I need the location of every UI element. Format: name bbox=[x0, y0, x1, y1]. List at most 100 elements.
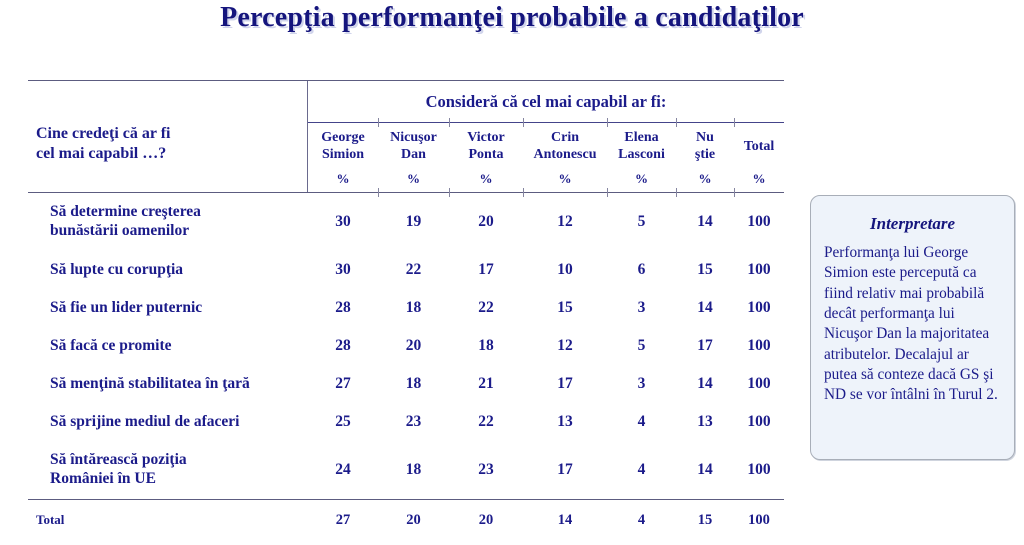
total-cell-value: 27 bbox=[335, 511, 351, 528]
column-header-george-simion: George Simion % bbox=[308, 123, 378, 192]
cell-value: 4 bbox=[637, 461, 646, 478]
cell-value: 17 bbox=[557, 375, 573, 392]
cell-value: 17 bbox=[697, 337, 713, 354]
cell-value: 13 bbox=[697, 413, 713, 430]
cell-value: 3 bbox=[637, 299, 646, 316]
column-name: Elena Lasconi bbox=[618, 130, 665, 162]
cell-value: 20 bbox=[405, 337, 422, 354]
unit-label: % bbox=[752, 171, 766, 186]
total-cell-value: 15 bbox=[697, 511, 713, 528]
cell-value: 12 bbox=[557, 213, 573, 230]
column-header-elena-lasconi: Elena Lasconi % bbox=[606, 118, 676, 197]
cell-value: 18 bbox=[405, 375, 422, 392]
cell-value: 17 bbox=[557, 461, 573, 478]
cell-value: 100 bbox=[747, 299, 771, 316]
cell-value: 18 bbox=[405, 461, 422, 478]
cell-value: 19 bbox=[405, 213, 422, 230]
cell-value: 14 bbox=[697, 461, 713, 478]
unit-label: % bbox=[698, 171, 712, 186]
cell-value: 30 bbox=[335, 261, 351, 278]
column-header-total: Total % bbox=[733, 118, 784, 197]
total-cell-value: 100 bbox=[748, 511, 770, 528]
table-row: Să sprijine mediul de afaceri 25 23 22 1… bbox=[28, 403, 784, 441]
column-name: Nu ştie bbox=[694, 130, 716, 162]
cell-value: 30 bbox=[335, 213, 351, 230]
table-header: Cine credeţi că ar fi cel mai capabil …?… bbox=[28, 80, 784, 197]
column-name: George Simion bbox=[321, 130, 365, 162]
cell-value: 24 bbox=[335, 461, 351, 478]
table-row: Să întărească poziţia României în UE 24 … bbox=[28, 441, 784, 499]
total-cell-value: 4 bbox=[637, 511, 646, 528]
cell-value: 23 bbox=[405, 413, 422, 430]
cell-value: 20 bbox=[478, 213, 494, 230]
cell-value: 25 bbox=[335, 413, 351, 430]
row-question-line1: Cine credeţi că ar fi bbox=[36, 124, 171, 142]
cell-value: 18 bbox=[405, 299, 422, 316]
cell-value: 22 bbox=[478, 413, 494, 430]
cell-value: 6 bbox=[637, 261, 646, 278]
row-label: Să determine creşterea bunăstării oameni… bbox=[50, 203, 201, 239]
cell-value: 28 bbox=[335, 299, 351, 316]
cell-value: 5 bbox=[637, 213, 646, 230]
column-name: Nicuşor Dan bbox=[390, 130, 437, 162]
column-header-nu-stie: Nu ştie % bbox=[675, 118, 734, 197]
cell-value: 12 bbox=[557, 337, 573, 354]
row-label: Să întărească poziţia României în UE bbox=[50, 451, 187, 487]
total-row-label: Total bbox=[36, 512, 65, 528]
column-group-header: Consideră că cel mai capabil ar fi: bbox=[308, 81, 784, 123]
column-header-group: Consideră că cel mai capabil ar fi: Geor… bbox=[308, 81, 784, 197]
column-headers: George Simion % Nicuşor Dan % bbox=[308, 118, 784, 197]
total-cell-value: 20 bbox=[478, 511, 494, 528]
cell-value: 14 bbox=[697, 375, 713, 392]
cell-value: 100 bbox=[747, 261, 771, 278]
cell-value: 15 bbox=[697, 261, 713, 278]
unit-label: % bbox=[336, 171, 350, 186]
interpretation-heading: Interpretare bbox=[870, 214, 955, 233]
column-header-crin-antonescu: Crin Antonescu % bbox=[522, 118, 607, 197]
column-name: Total bbox=[743, 138, 775, 154]
perception-table: Cine credeţi că ar fi cel mai capabil …?… bbox=[28, 80, 784, 540]
cell-value: 3 bbox=[637, 375, 646, 392]
table-row: Să fie un lider puternic 28 18 22 15 3 1… bbox=[28, 289, 784, 327]
unit-label: % bbox=[479, 171, 493, 186]
row-label: Să lupte cu corupţia bbox=[50, 260, 184, 278]
cell-value: 13 bbox=[557, 413, 573, 430]
total-cell-value: 20 bbox=[406, 511, 421, 528]
cell-value: 100 bbox=[747, 375, 771, 392]
column-name: Victor Ponta bbox=[467, 130, 505, 162]
cell-value: 5 bbox=[637, 337, 646, 354]
cell-value: 4 bbox=[637, 413, 646, 430]
cell-value: 14 bbox=[697, 299, 713, 316]
row-label: Să facă ce promite bbox=[50, 336, 172, 354]
table-row: Să menţină stabilitatea în ţară 27 18 21… bbox=[28, 365, 784, 403]
row-question-header: Cine credeţi că ar fi cel mai capabil …? bbox=[28, 81, 308, 192]
cell-value: 100 bbox=[747, 213, 771, 230]
cell-value: 23 bbox=[478, 461, 494, 478]
cell-value: 27 bbox=[335, 375, 351, 392]
cell-value: 22 bbox=[478, 299, 494, 316]
interpretation-body: Performanţa lui George Simion este perce… bbox=[824, 244, 998, 404]
table-row: Să facă ce promite 28 20 18 12 5 17 100 bbox=[28, 327, 784, 365]
cell-value: 14 bbox=[697, 213, 713, 230]
table-body: Să determine creşterea bunăstării oameni… bbox=[28, 193, 784, 499]
row-label: Să fie un lider puternic bbox=[50, 298, 203, 316]
cell-value: 21 bbox=[478, 375, 494, 392]
cell-value: 22 bbox=[405, 261, 422, 278]
table-row: Să lupte cu corupţia 30 22 17 10 6 15 10… bbox=[28, 251, 784, 289]
row-label: Să menţină stabilitatea în ţară bbox=[50, 374, 250, 392]
cell-value: 28 bbox=[335, 337, 351, 354]
unit-label: % bbox=[635, 171, 648, 186]
column-header-nicusor-dan: Nicuşor Dan % bbox=[377, 118, 449, 197]
cell-value: 100 bbox=[747, 461, 771, 478]
row-question-line2: cel mai capabil …? bbox=[36, 144, 167, 162]
cell-value: 18 bbox=[478, 337, 494, 354]
column-name: Crin Antonescu bbox=[533, 130, 597, 162]
total-row: Total 27 20 20 14 4 15 100 bbox=[28, 499, 784, 540]
unit-label: % bbox=[407, 171, 420, 186]
cell-value: 17 bbox=[478, 261, 494, 278]
interpretation-box: Interpretare Performanţa lui George Simi… bbox=[810, 195, 1015, 460]
column-header-victor-ponta: Victor Ponta % bbox=[448, 118, 523, 197]
cell-value: 100 bbox=[747, 337, 771, 354]
cell-value: 10 bbox=[557, 261, 573, 278]
